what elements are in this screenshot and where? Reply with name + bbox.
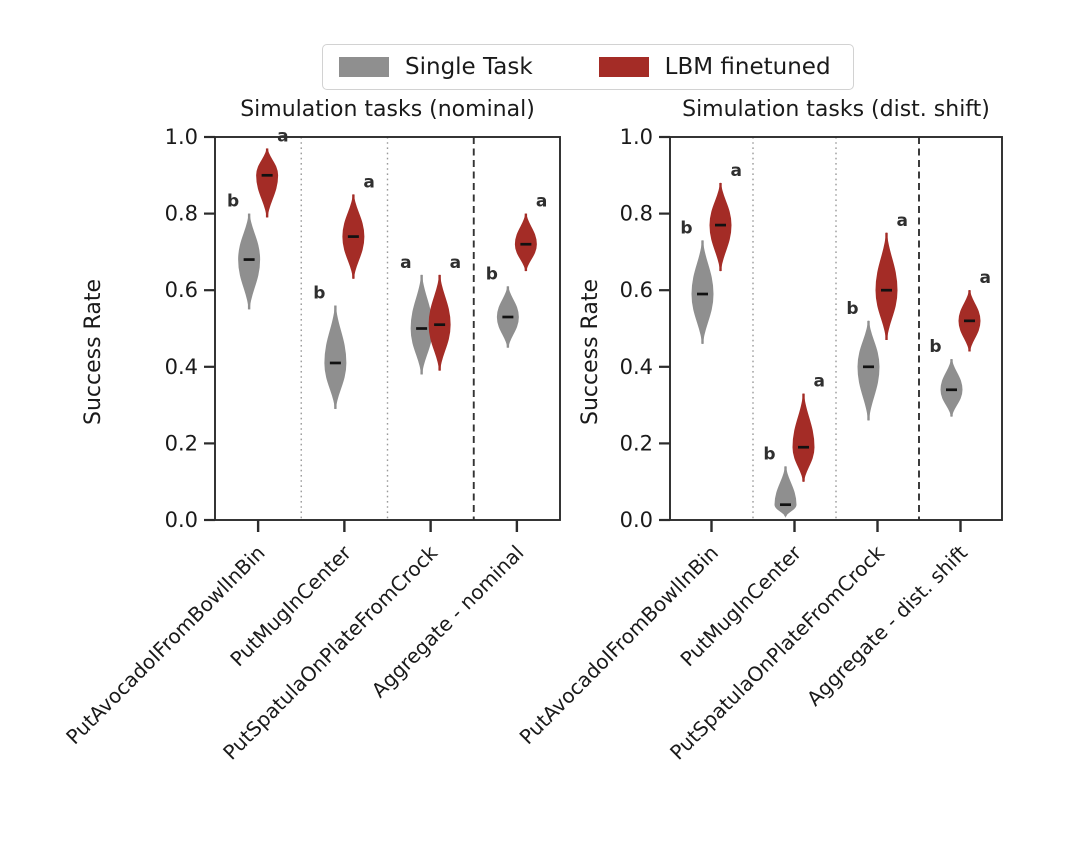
violin-body	[514, 213, 537, 272]
axes-frame	[214, 136, 561, 521]
axes-frame	[669, 136, 1003, 521]
legend-item-single-task: Single Task	[339, 54, 533, 80]
sig-letter: b	[846, 299, 858, 319]
left-y-axis-label: Success Rate	[81, 279, 106, 425]
violin-body	[691, 240, 714, 344]
violin-lbm-finetuned: a	[709, 161, 742, 272]
y-tick-label: 0.6	[620, 278, 653, 302]
legend: Single Task LBM finetuned	[322, 44, 854, 90]
y-tick-label: 0.4	[165, 355, 198, 379]
y-tick-label: 0.2	[165, 431, 198, 455]
legend-label-lbm-finetuned: LBM finetuned	[664, 54, 831, 80]
violin-single-task: b	[486, 264, 519, 348]
sig-letter: b	[929, 337, 941, 357]
sig-letter: b	[763, 444, 775, 464]
violin-lbm-finetuned: a	[792, 372, 825, 482]
x-category-label: Aggregate - dist. shift	[802, 540, 972, 710]
y-tick-label: 0.8	[620, 202, 653, 226]
violin-body	[324, 305, 347, 409]
sig-letter: a	[897, 211, 908, 231]
violin-lbm-finetuned: a	[514, 192, 547, 272]
sig-letter: b	[227, 192, 239, 212]
panel-nominal: 0.00.20.40.60.81.0PutAvocadoIFromBowlInB…	[61, 125, 561, 765]
sig-letter: a	[980, 268, 991, 288]
violin-body	[857, 320, 880, 421]
sig-letter: b	[680, 218, 692, 238]
violin-body	[238, 213, 261, 310]
y-tick-label: 0.0	[165, 508, 198, 532]
violin-lbm-finetuned: a	[875, 211, 908, 341]
legend-swatch-single-task	[339, 57, 389, 77]
violin-single-task: b	[763, 444, 797, 518]
y-tick-label: 0.2	[620, 431, 653, 455]
violin-lbm-finetuned: a	[428, 253, 461, 371]
sig-letter: a	[450, 253, 461, 273]
violin-single-task: b	[313, 284, 347, 409]
y-tick-label: 0.8	[165, 202, 198, 226]
violin-body	[774, 466, 797, 518]
sig-letter: a	[731, 161, 742, 181]
right-plot-title: Simulation tasks (dist. shift)	[682, 97, 990, 122]
violin-body	[428, 274, 451, 371]
violin-body	[792, 393, 815, 482]
sig-letter: a	[536, 192, 547, 212]
violin-single-task: b	[680, 218, 714, 344]
legend-swatch-lbm-finetuned	[598, 57, 649, 77]
sig-letter: a	[400, 253, 411, 273]
violin-body	[940, 359, 963, 417]
violin-lbm-finetuned: a	[342, 172, 375, 279]
y-tick-label: 0.0	[620, 508, 653, 532]
sig-letter: a	[814, 372, 825, 392]
sig-letter: a	[277, 126, 288, 146]
violin-lbm-finetuned: a	[256, 126, 289, 218]
x-category-label: Aggregate - nominal	[367, 541, 529, 703]
panel-dist-shift: 0.00.20.40.60.81.0PutAvocadoIFromBowlInB…	[515, 125, 1003, 765]
violin-body	[875, 232, 898, 341]
y-tick-label: 0.6	[165, 278, 198, 302]
left-plot-title: Simulation tasks (nominal)	[240, 97, 535, 122]
y-tick-label: 0.4	[620, 355, 653, 379]
violin-body	[256, 148, 279, 218]
violin-single-task: b	[846, 299, 880, 421]
legend-item-lbm-finetuned: LBM finetuned	[598, 54, 831, 80]
violin-single-task: b	[227, 192, 261, 310]
sig-letter: b	[486, 264, 498, 284]
sig-letter: b	[313, 284, 325, 304]
y-tick-label: 1.0	[165, 125, 198, 149]
sig-letter: a	[363, 172, 374, 192]
legend-label-single-task: Single Task	[405, 54, 533, 80]
right-y-axis-label: Success Rate	[578, 279, 603, 425]
violin-single-task: a	[400, 253, 433, 375]
y-tick-label: 1.0	[620, 125, 653, 149]
violin-body	[709, 182, 732, 272]
violin-lbm-finetuned: a	[958, 268, 991, 352]
violin-single-task: b	[929, 337, 963, 417]
